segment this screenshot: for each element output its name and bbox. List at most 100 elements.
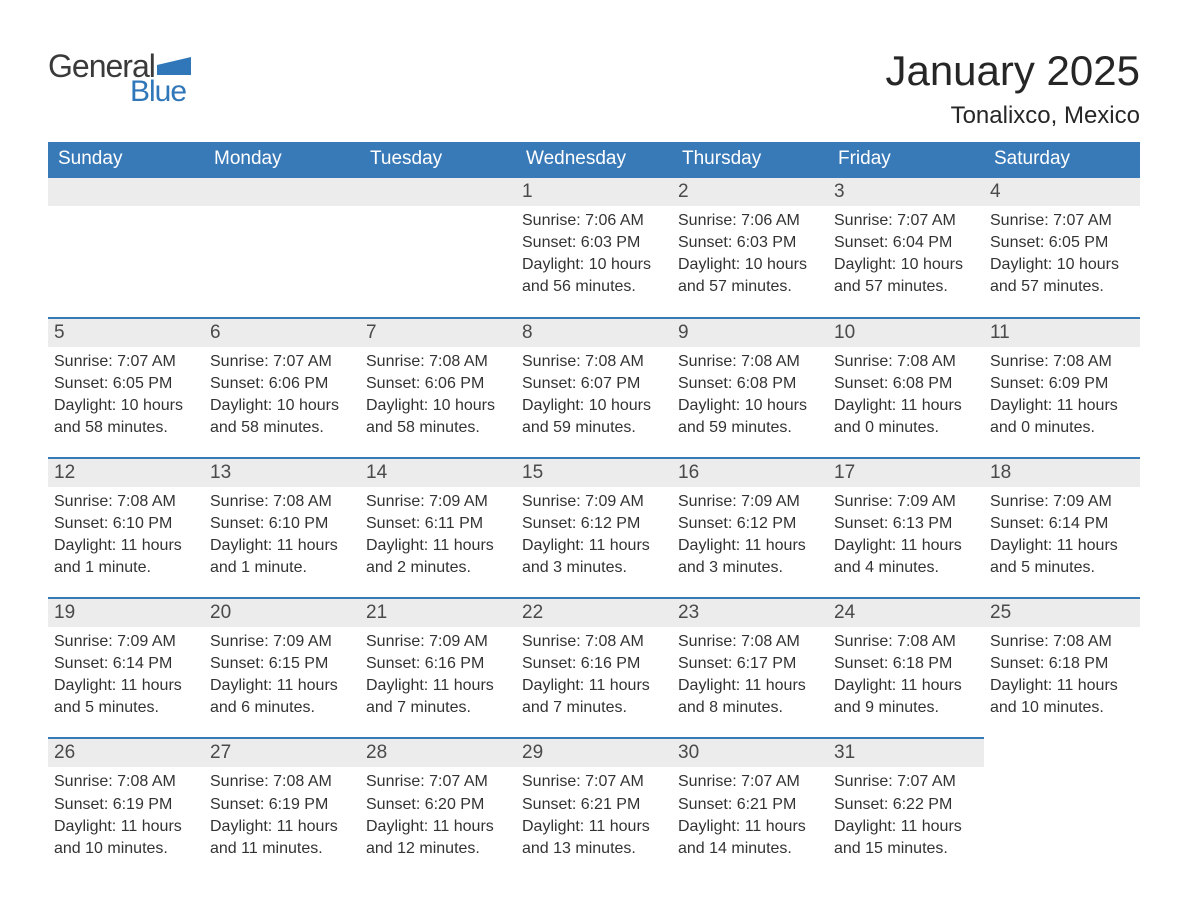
day-header-saturday: Saturday [984, 142, 1140, 177]
day-cell: 14 Sunrise: 7:09 AMSunset: 6:11 PMDayligh… [360, 458, 516, 598]
day-number: 20 [204, 599, 360, 627]
day-cell: 8 Sunrise: 7:08 AMSunset: 6:07 PMDaylight… [516, 318, 672, 458]
day-details: Sunrise: 7:09 AMSunset: 6:16 PMDaylight:… [364, 631, 512, 719]
day-cell [48, 177, 204, 317]
day-details: Sunrise: 7:07 AMSunset: 6:20 PMDaylight:… [364, 771, 512, 859]
day-number [48, 178, 204, 206]
day-cell: 7 Sunrise: 7:08 AMSunset: 6:06 PMDaylight… [360, 318, 516, 458]
day-number: 7 [360, 319, 516, 347]
title-block: January 2025 Tonalixco, Mexico [885, 48, 1140, 130]
day-cell: 13 Sunrise: 7:08 AMSunset: 6:10 PMDayligh… [204, 458, 360, 598]
day-number: 18 [984, 459, 1140, 487]
location-label: Tonalixco, Mexico [885, 102, 1140, 130]
day-details: Sunrise: 7:08 AMSunset: 6:16 PMDaylight:… [520, 631, 668, 719]
day-cell: 1 Sunrise: 7:06 AMSunset: 6:03 PMDaylight… [516, 177, 672, 317]
day-number: 5 [48, 319, 204, 347]
day-cell: 12 Sunrise: 7:08 AMSunset: 6:10 PMDayligh… [48, 458, 204, 598]
day-cell: 17 Sunrise: 7:09 AMSunset: 6:13 PMDayligh… [828, 458, 984, 598]
day-details: Sunrise: 7:08 AMSunset: 6:08 PMDaylight:… [832, 351, 980, 439]
day-details: Sunrise: 7:09 AMSunset: 6:15 PMDaylight:… [208, 631, 356, 719]
day-cell: 30 Sunrise: 7:07 AMSunset: 6:21 PMDayligh… [672, 738, 828, 877]
flag-icon [157, 55, 197, 77]
day-number: 14 [360, 459, 516, 487]
day-details: Sunrise: 7:08 AMSunset: 6:18 PMDaylight:… [832, 631, 980, 719]
day-details: Sunrise: 7:07 AMSunset: 6:04 PMDaylight:… [832, 210, 980, 298]
day-details: Sunrise: 7:09 AMSunset: 6:14 PMDaylight:… [52, 631, 200, 719]
week-row: 19 Sunrise: 7:09 AMSunset: 6:14 PMDayligh… [48, 598, 1140, 738]
day-cell: 4Sunrise: 7:07 AMSunset: 6:05 PMDaylight… [984, 177, 1140, 317]
day-number: 30 [672, 739, 828, 767]
day-cell: 2Sunrise: 7:06 AMSunset: 6:03 PMDaylight… [672, 177, 828, 317]
day-number: 3 [828, 178, 984, 206]
day-number: 23 [672, 599, 828, 627]
day-number: 25 [984, 599, 1140, 627]
week-row: 1Sunrise: 7:06 AMSunset: 6:03 PMDaylight… [48, 177, 1140, 317]
day-number: 21 [360, 599, 516, 627]
day-details: Sunrise: 7:08 AMSunset: 6:07 PMDaylight:… [520, 351, 668, 439]
day-details: Sunrise: 7:07 AMSunset: 6:21 PMDaylight:… [676, 771, 824, 859]
day-header-sunday: Sunday [48, 142, 204, 177]
day-number: 17 [828, 459, 984, 487]
day-details: Sunrise: 7:09 AMSunset: 6:13 PMDaylight:… [832, 491, 980, 579]
day-cell: 9 Sunrise: 7:08 AMSunset: 6:08 PMDaylight… [672, 318, 828, 458]
logo-word2: Blue [130, 75, 186, 109]
header: General Blue January 2025 Tonalixco, Mex… [48, 48, 1140, 130]
day-number: 10 [828, 319, 984, 347]
logo: General Blue [48, 48, 197, 109]
day-cell: 3 Sunrise: 7:07 AMSunset: 6:04 PMDaylight… [828, 177, 984, 317]
day-header-wednesday: Wednesday [516, 142, 672, 177]
day-number: 1 [516, 178, 672, 206]
day-number: 13 [204, 459, 360, 487]
day-cell: 22 Sunrise: 7:08 AMSunset: 6:16 PMDayligh… [516, 598, 672, 738]
day-cell [204, 177, 360, 317]
day-details: Sunrise: 7:06 AMSunset: 6:03 PMDaylight:… [520, 210, 668, 298]
day-header-thursday: Thursday [672, 142, 828, 177]
day-details: Sunrise: 7:09 AMSunset: 6:11 PMDaylight:… [364, 491, 512, 579]
day-number [204, 178, 360, 206]
day-details: Sunrise: 7:09 AMSunset: 6:12 PMDaylight:… [520, 491, 668, 579]
day-cell: 11Sunrise: 7:08 AMSunset: 6:09 PMDayligh… [984, 318, 1140, 458]
day-cell: 15Sunrise: 7:09 AMSunset: 6:12 PMDayligh… [516, 458, 672, 598]
day-details: Sunrise: 7:07 AMSunset: 6:05 PMDaylight:… [52, 351, 200, 439]
day-cell: 21 Sunrise: 7:09 AMSunset: 6:16 PMDayligh… [360, 598, 516, 738]
day-number: 12 [48, 459, 204, 487]
day-number: 22 [516, 599, 672, 627]
day-header-row: SundayMondayTuesdayWednesdayThursdayFrid… [48, 142, 1140, 177]
day-cell: 27 Sunrise: 7:08 AMSunset: 6:19 PMDayligh… [204, 738, 360, 877]
calendar-table: SundayMondayTuesdayWednesdayThursdayFrid… [48, 142, 1140, 878]
day-cell: 5 Sunrise: 7:07 AMSunset: 6:05 PMDaylight… [48, 318, 204, 458]
day-details: Sunrise: 7:08 AMSunset: 6:17 PMDaylight:… [676, 631, 824, 719]
day-header-monday: Monday [204, 142, 360, 177]
day-number: 6 [204, 319, 360, 347]
day-number: 19 [48, 599, 204, 627]
day-cell: 26Sunrise: 7:08 AMSunset: 6:19 PMDayligh… [48, 738, 204, 877]
week-row: 5 Sunrise: 7:07 AMSunset: 6:05 PMDaylight… [48, 318, 1140, 458]
day-details: Sunrise: 7:08 AMSunset: 6:10 PMDaylight:… [208, 491, 356, 579]
day-details: Sunrise: 7:08 AMSunset: 6:10 PMDaylight:… [52, 491, 200, 579]
day-cell: 20 Sunrise: 7:09 AMSunset: 6:15 PMDayligh… [204, 598, 360, 738]
day-number: 9 [672, 319, 828, 347]
day-number: 27 [204, 739, 360, 767]
day-cell: 16 Sunrise: 7:09 AMSunset: 6:12 PMDayligh… [672, 458, 828, 598]
day-details: Sunrise: 7:08 AMSunset: 6:06 PMDaylight:… [364, 351, 512, 439]
day-cell: 28Sunrise: 7:07 AMSunset: 6:20 PMDayligh… [360, 738, 516, 877]
day-details: Sunrise: 7:08 AMSunset: 6:08 PMDaylight:… [676, 351, 824, 439]
page-title: January 2025 [885, 48, 1140, 94]
day-header-tuesday: Tuesday [360, 142, 516, 177]
day-details: Sunrise: 7:09 AMSunset: 6:12 PMDaylight:… [676, 491, 824, 579]
day-details: Sunrise: 7:08 AMSunset: 6:19 PMDaylight:… [208, 771, 356, 859]
day-number: 16 [672, 459, 828, 487]
day-number: 8 [516, 319, 672, 347]
day-details: Sunrise: 7:06 AMSunset: 6:03 PMDaylight:… [676, 210, 824, 298]
day-cell: 19 Sunrise: 7:09 AMSunset: 6:14 PMDayligh… [48, 598, 204, 738]
day-number: 29 [516, 739, 672, 767]
day-number: 26 [48, 739, 204, 767]
day-number [360, 178, 516, 206]
day-cell [360, 177, 516, 317]
day-details: Sunrise: 7:07 AMSunset: 6:22 PMDaylight:… [832, 771, 980, 859]
day-details: Sunrise: 7:07 AMSunset: 6:05 PMDaylight:… [988, 210, 1136, 298]
day-cell: 31Sunrise: 7:07 AMSunset: 6:22 PMDayligh… [828, 738, 984, 877]
day-cell [984, 738, 1140, 877]
day-number: 11 [984, 319, 1140, 347]
day-number: 24 [828, 599, 984, 627]
